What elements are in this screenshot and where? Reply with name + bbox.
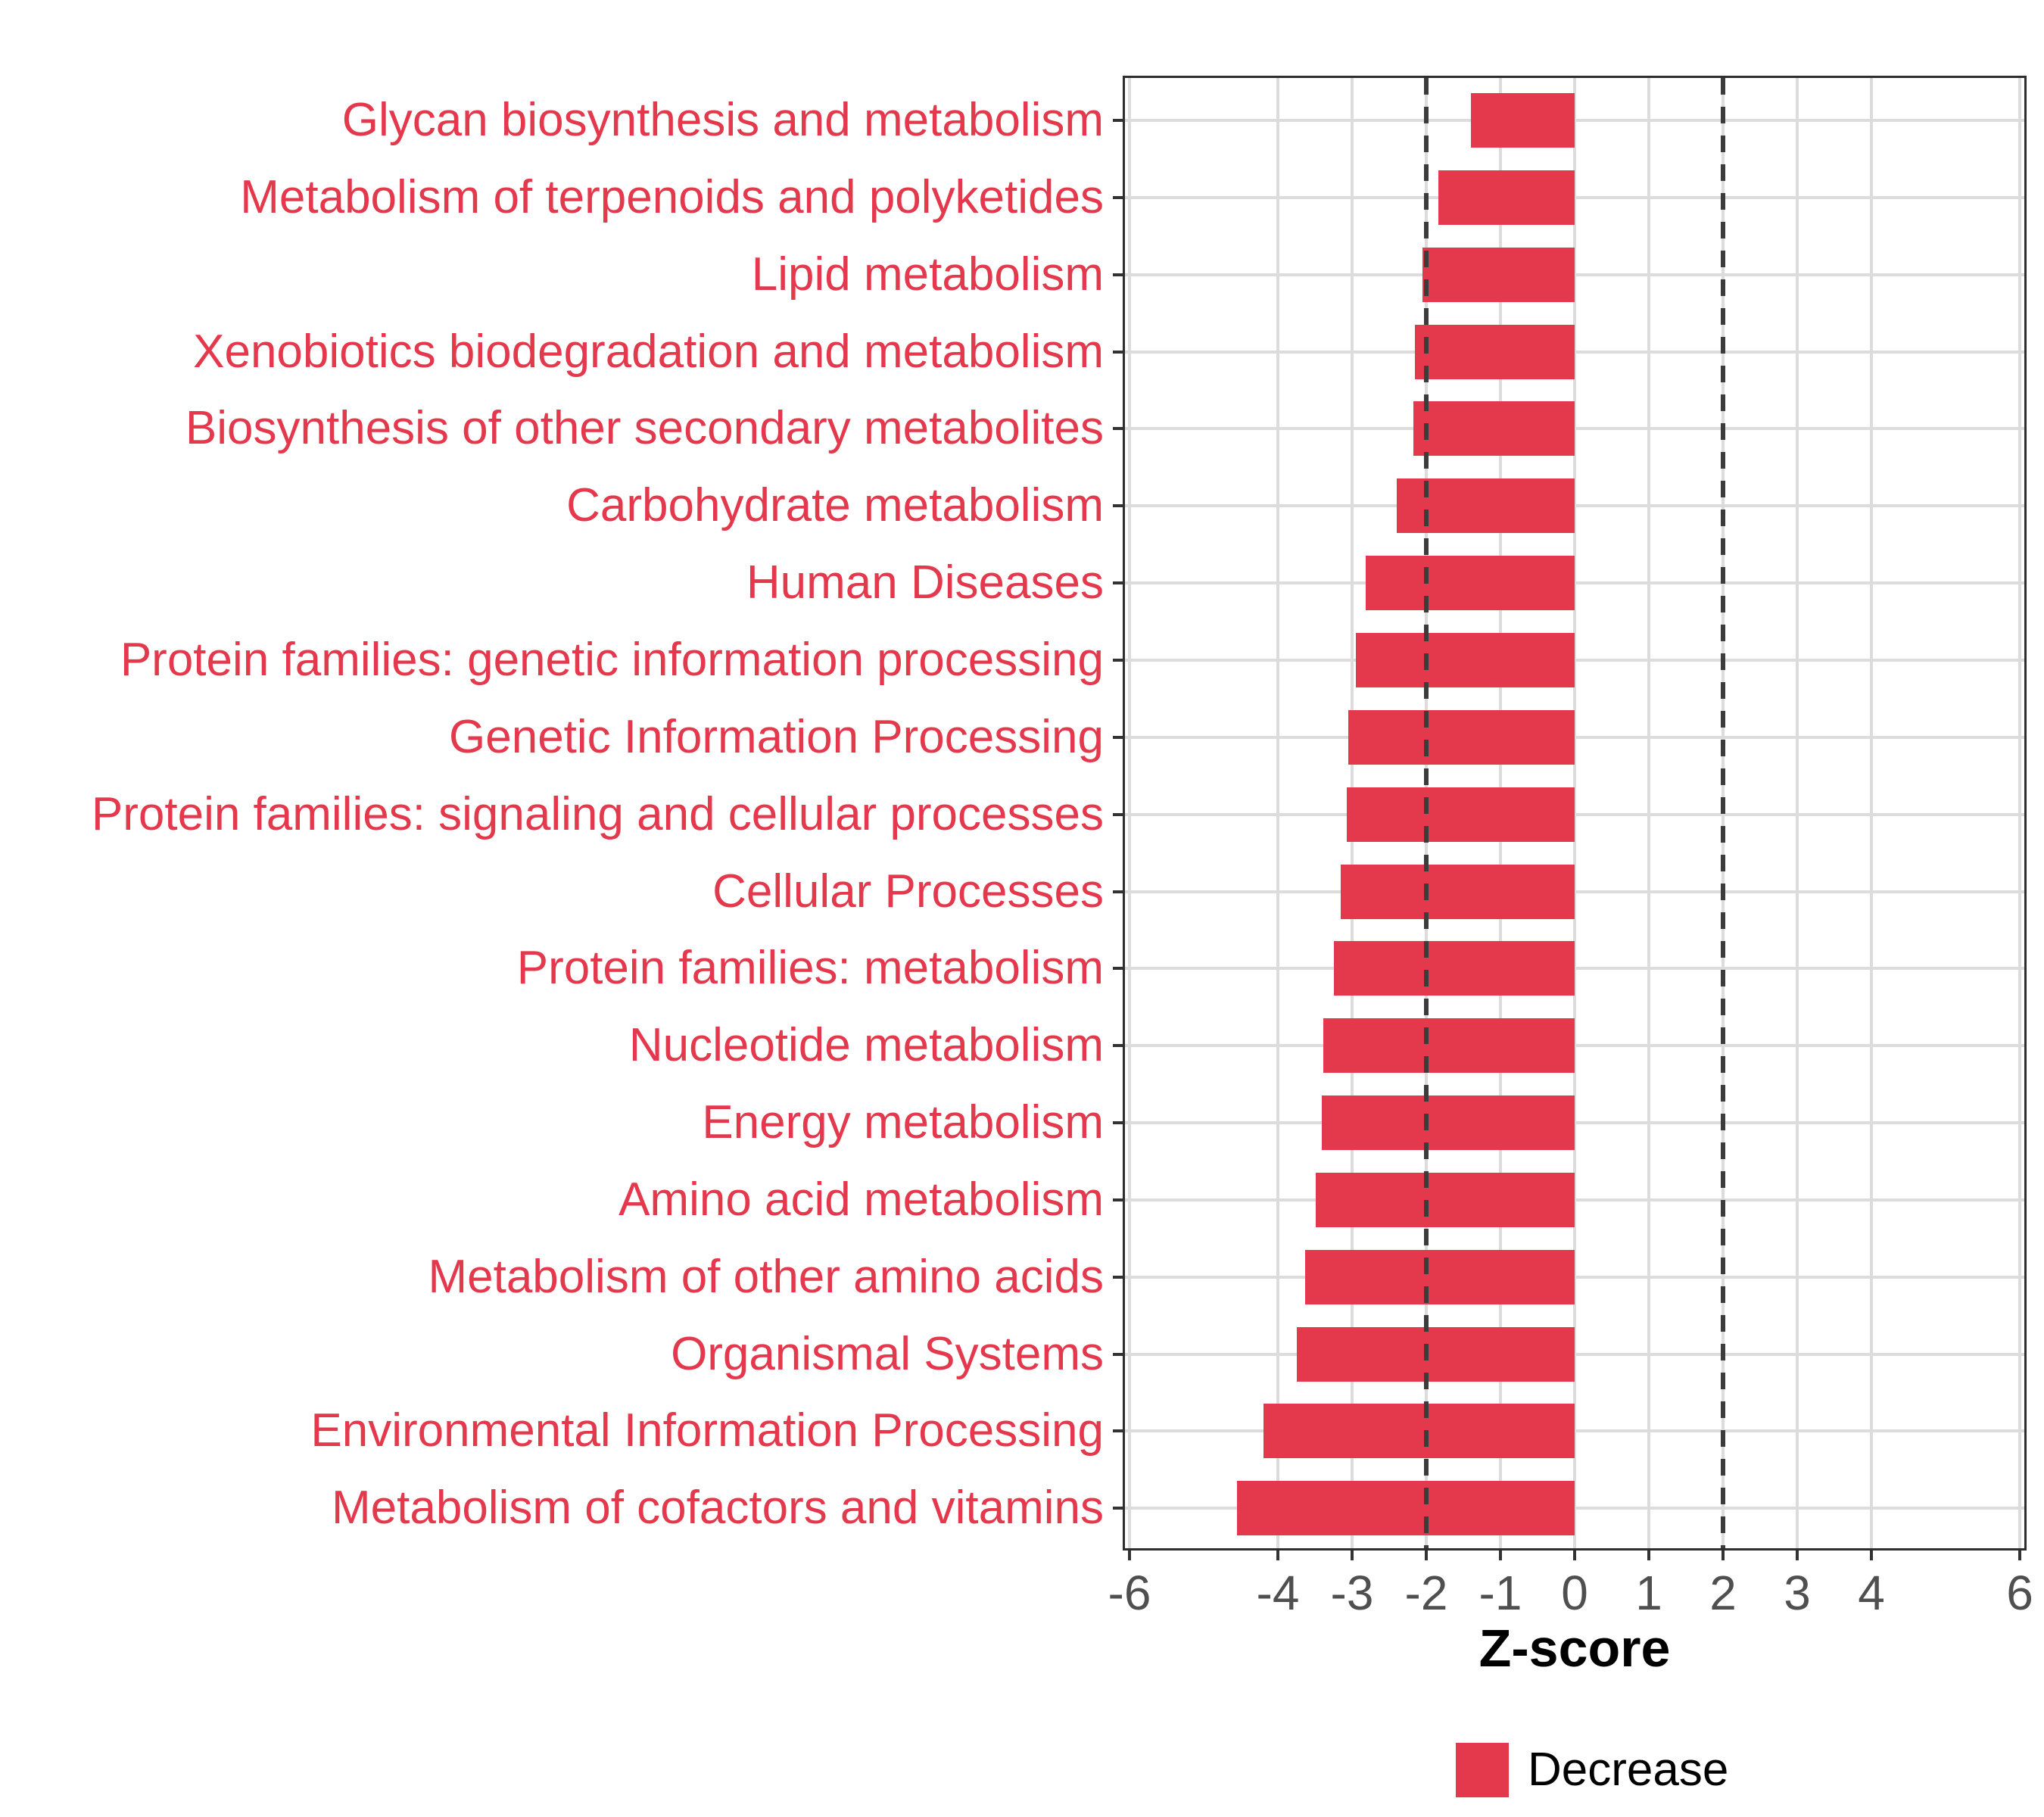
y-tick bbox=[1113, 119, 1123, 122]
x-tick bbox=[1128, 1551, 1131, 1560]
x-axis-title: Z-score bbox=[1478, 1619, 1671, 1678]
category-label: Genetic Information Processing bbox=[449, 710, 1104, 763]
x-tick-label: -2 bbox=[1404, 1566, 1448, 1620]
category-label: Carbohydrate metabolism bbox=[566, 479, 1104, 532]
category-label: Xenobiotics biodegradation and metabolis… bbox=[193, 325, 1104, 378]
bar-2 bbox=[1438, 170, 1575, 225]
category-label: Organismal Systems bbox=[671, 1327, 1104, 1380]
y-tick bbox=[1113, 1429, 1123, 1433]
x-tick bbox=[1722, 1551, 1725, 1560]
y-tick bbox=[1113, 735, 1123, 739]
x-tick-label: -1 bbox=[1478, 1566, 1522, 1620]
x-tick-label: -6 bbox=[1108, 1566, 1151, 1620]
x-grid-line bbox=[1573, 78, 1576, 1548]
y-tick bbox=[1113, 273, 1123, 276]
category-label: Lipid metabolism bbox=[751, 248, 1104, 301]
x-grid-line bbox=[1276, 78, 1279, 1548]
x-tick bbox=[1573, 1551, 1576, 1560]
y-tick bbox=[1113, 658, 1123, 662]
category-label: Metabolism of other amino acids bbox=[428, 1250, 1104, 1303]
category-label: Metabolism of terpenoids and polyketides bbox=[240, 170, 1104, 223]
bar-12 bbox=[1333, 941, 1575, 996]
bar-11 bbox=[1341, 864, 1575, 919]
category-label: Metabolism of cofactors and vitamins bbox=[332, 1482, 1104, 1535]
x-grid-line bbox=[1870, 78, 1873, 1548]
bar-9 bbox=[1348, 709, 1575, 765]
y-tick bbox=[1113, 812, 1123, 816]
y-tick bbox=[1113, 581, 1123, 585]
bar-4 bbox=[1415, 324, 1575, 379]
x-tick-label: 2 bbox=[1709, 1566, 1737, 1620]
x-tick-label: 0 bbox=[1561, 1566, 1588, 1620]
x-tick bbox=[1351, 1551, 1354, 1560]
category-label: Amino acid metabolism bbox=[618, 1173, 1104, 1226]
y-tick bbox=[1113, 504, 1123, 508]
x-tick bbox=[2018, 1551, 2021, 1560]
category-label: Protein families: signaling and cellular… bbox=[91, 787, 1104, 840]
bar-16 bbox=[1305, 1249, 1575, 1304]
y-tick bbox=[1113, 890, 1123, 893]
y-tick bbox=[1113, 1507, 1123, 1510]
category-label: Protein families: metabolism bbox=[516, 942, 1104, 995]
y-tick bbox=[1113, 427, 1123, 431]
x-tick-label: 4 bbox=[1858, 1566, 1885, 1620]
x-tick-label: -3 bbox=[1330, 1566, 1374, 1620]
x-tick bbox=[1425, 1551, 1428, 1560]
bar-5 bbox=[1413, 401, 1575, 457]
bar-1 bbox=[1470, 93, 1575, 148]
bar-8 bbox=[1355, 632, 1575, 687]
x-tick-label: 1 bbox=[1635, 1566, 1662, 1620]
category-label: Glycan biosynthesis and metabolism bbox=[341, 94, 1104, 146]
reference-line bbox=[1721, 78, 1725, 1548]
y-tick bbox=[1113, 1121, 1123, 1125]
bar-15 bbox=[1315, 1172, 1575, 1227]
bar-13 bbox=[1323, 1018, 1575, 1074]
y-tick bbox=[1113, 1352, 1123, 1356]
reference-line bbox=[1424, 78, 1429, 1548]
x-tick bbox=[1647, 1551, 1650, 1560]
category-label: Energy metabolism bbox=[702, 1096, 1104, 1149]
x-tick-label: 3 bbox=[1784, 1566, 1811, 1620]
x-grid-line bbox=[1647, 78, 1650, 1548]
y-tick bbox=[1113, 350, 1123, 354]
bar-14 bbox=[1321, 1095, 1575, 1151]
y-tick bbox=[1113, 1198, 1123, 1201]
bar-3 bbox=[1422, 247, 1575, 302]
category-label: Environmental Information Processing bbox=[310, 1404, 1104, 1457]
bar-17 bbox=[1297, 1326, 1575, 1382]
x-grid-line bbox=[2018, 78, 2021, 1548]
y-tick bbox=[1113, 1044, 1123, 1048]
bar-10 bbox=[1347, 787, 1575, 842]
y-tick bbox=[1113, 967, 1123, 971]
x-tick bbox=[1870, 1551, 1873, 1560]
bar-19 bbox=[1237, 1481, 1575, 1536]
y-tick bbox=[1113, 195, 1123, 199]
x-grid-line bbox=[1796, 78, 1799, 1548]
category-label: Cellular Processes bbox=[712, 865, 1104, 918]
x-tick bbox=[1276, 1551, 1279, 1560]
legend-label: Decrease bbox=[1528, 1744, 1729, 1796]
bar-18 bbox=[1263, 1404, 1575, 1459]
category-label: Nucleotide metabolism bbox=[628, 1019, 1104, 1072]
x-tick-label: 6 bbox=[2006, 1566, 2033, 1620]
x-tick bbox=[1499, 1551, 1502, 1560]
category-label: Human Diseases bbox=[746, 556, 1104, 609]
panel-border bbox=[1123, 76, 2027, 1551]
x-grid-line bbox=[1128, 78, 1131, 1548]
category-label: Protein families: genetic information pr… bbox=[120, 633, 1104, 686]
x-tick-label: -4 bbox=[1256, 1566, 1300, 1620]
bar-7 bbox=[1365, 556, 1575, 611]
y-tick bbox=[1113, 1275, 1123, 1279]
category-label: Biosynthesis of other secondary metaboli… bbox=[185, 402, 1104, 455]
legend-swatch-decrease bbox=[1456, 1743, 1509, 1797]
x-tick bbox=[1796, 1551, 1799, 1560]
